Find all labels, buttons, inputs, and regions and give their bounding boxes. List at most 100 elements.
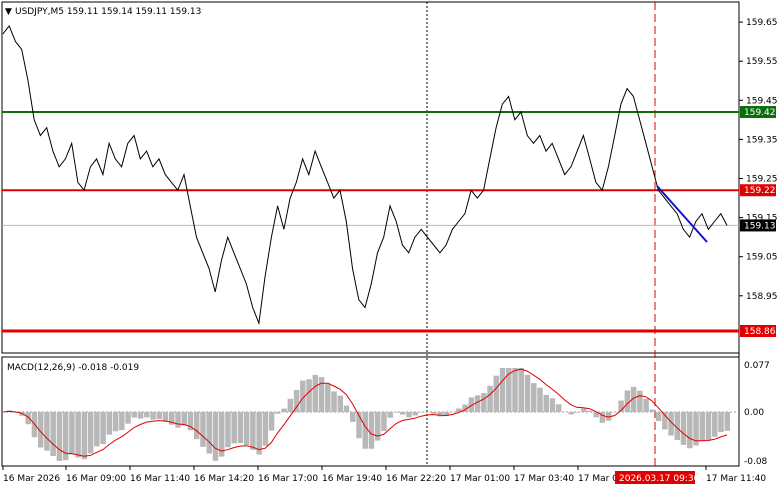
macd-bar xyxy=(331,391,337,412)
macd-bar xyxy=(318,377,325,412)
macd-bar xyxy=(487,385,493,412)
time-label: 16 Mar 11:40 xyxy=(130,474,190,484)
macd-bar xyxy=(493,375,500,412)
macd-bar xyxy=(474,395,481,412)
time-label: 16 Mar 19:40 xyxy=(322,474,382,484)
price-tick-label: 159.65 xyxy=(746,18,778,28)
level-tag-label-red-mid: 159.22 xyxy=(744,186,776,196)
macd-bar xyxy=(144,412,150,418)
macd-bar xyxy=(75,412,81,458)
macd-bar xyxy=(437,412,443,417)
macd-bar xyxy=(131,412,138,418)
macd-bar xyxy=(593,412,599,418)
price-tick-label: 159.05 xyxy=(746,253,778,263)
macd-bar xyxy=(287,398,294,412)
macd-bar xyxy=(69,412,75,455)
symbol-arrow-icon[interactable]: ▼ xyxy=(5,7,12,17)
macd-bar xyxy=(100,412,106,445)
level-tag-red-low xyxy=(740,325,776,337)
level-tag-label-green: 159.42 xyxy=(744,108,776,118)
macd-bar xyxy=(712,412,718,437)
macd-bar xyxy=(393,412,400,413)
time-label: 17 Mar 03:40 xyxy=(514,474,574,484)
macd-bar xyxy=(481,393,487,412)
macd-bar xyxy=(605,412,612,421)
macd-bar xyxy=(343,405,350,412)
macd-bar xyxy=(218,412,225,457)
time-label: 16 Mar 22:20 xyxy=(386,474,446,484)
macd-tick-top: 0.077 xyxy=(744,361,770,371)
macd-bar xyxy=(649,409,656,412)
macd-histogram xyxy=(2,368,739,461)
macd-bar xyxy=(162,412,169,422)
price-line xyxy=(2,25,728,326)
macd-bar xyxy=(574,412,581,413)
macd-bar xyxy=(37,412,44,448)
level-tag-label-current: 159.13 xyxy=(744,221,776,231)
macd-bar xyxy=(56,412,63,461)
time-label: 17 Mar 01:00 xyxy=(450,474,510,484)
trend-line-blue[interactable] xyxy=(656,185,708,243)
price-panel-frame xyxy=(1,1,740,354)
level-tag-current xyxy=(740,219,776,232)
price-tick-label: 158.95 xyxy=(746,292,778,302)
macd-bar xyxy=(555,404,562,412)
macd-bar xyxy=(412,412,418,416)
macd-bar xyxy=(462,404,468,412)
macd-bar xyxy=(337,395,344,412)
macd-bar xyxy=(705,412,712,440)
macd-bar xyxy=(44,412,50,451)
macd-bar xyxy=(431,412,437,414)
macd-bar xyxy=(518,368,525,412)
macd-bar xyxy=(231,412,237,444)
macd-bar xyxy=(187,412,194,431)
macd-bar xyxy=(356,412,362,439)
macd-tick-zero: 0.00 xyxy=(744,408,764,418)
level-tag-red-mid xyxy=(740,184,776,197)
macd-bar xyxy=(506,368,512,412)
macd-signal-line xyxy=(2,368,728,457)
macd-bar xyxy=(599,412,606,423)
macd-bar xyxy=(618,400,624,412)
time-highlight-label: 2026.03.17 09:30 xyxy=(619,474,700,484)
time-label: 16 Mar 17:00 xyxy=(258,474,318,484)
macd-bar xyxy=(587,410,593,412)
price-axis-ticks: 159.65159.55159.45159.35159.25159.15159.… xyxy=(739,18,778,302)
level-tags: 159.42 159.22 158.86 159.13 xyxy=(740,106,776,337)
symbol-header: USDJPY,M5 159.11 159.14 159.11 159.13 xyxy=(15,7,201,17)
time-label: 17 Mar 11:40 xyxy=(706,474,766,484)
macd-bar xyxy=(699,412,706,441)
macd-bar xyxy=(693,412,699,446)
macd-bar xyxy=(687,412,693,449)
macd-bar xyxy=(443,412,450,417)
macd-bar xyxy=(193,412,200,440)
macd-bar xyxy=(662,412,668,430)
macd-bar xyxy=(643,398,649,412)
macd-bar xyxy=(281,408,287,412)
macd-bar xyxy=(181,412,187,426)
macd-bar xyxy=(468,397,475,412)
time-label: 16 Mar 09:00 xyxy=(66,474,126,484)
macd-bar xyxy=(549,398,556,412)
macd-bar xyxy=(724,412,730,431)
macd-bar xyxy=(237,412,244,444)
macd-bar xyxy=(250,412,256,450)
macd-bar xyxy=(125,412,131,424)
macd-tick-bottom: -0.08 xyxy=(744,457,768,467)
macd-bar xyxy=(119,412,125,431)
macd-bar xyxy=(169,412,175,425)
time-label: 16 Mar 14:20 xyxy=(194,474,254,484)
macd-label: MACD(12,26,9) -0.018 -0.019 xyxy=(7,363,139,373)
macd-bar xyxy=(499,368,506,412)
macd-bar xyxy=(262,412,269,446)
level-tag-green xyxy=(740,106,776,119)
macd-bar xyxy=(137,412,144,419)
macd-bar xyxy=(406,412,412,418)
macd-bar xyxy=(81,412,88,460)
price-tick-label: 159.35 xyxy=(746,135,778,145)
macd-bar xyxy=(94,412,100,447)
macd-bar xyxy=(268,412,275,431)
macd-bar xyxy=(381,412,387,432)
macd-bar xyxy=(112,412,119,432)
